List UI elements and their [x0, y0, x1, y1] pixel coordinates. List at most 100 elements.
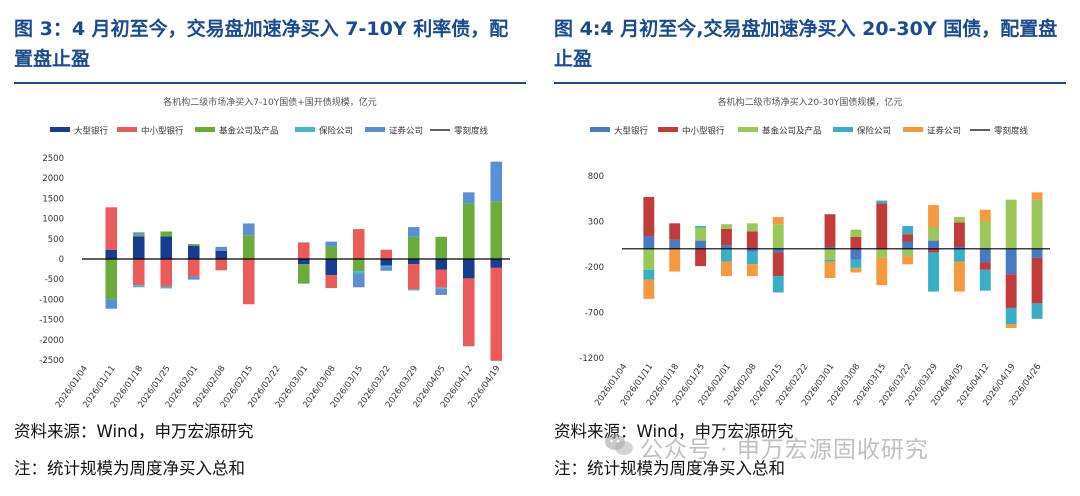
legend-label-基金公司及产品: 基金公司及产品 — [219, 126, 279, 137]
bar-segment — [928, 252, 939, 292]
legend-swatch-证券公司 — [365, 127, 385, 132]
legend-label-零刻度线: 零刻度线 — [454, 126, 489, 137]
bar-segment — [380, 265, 393, 268]
left-figure-title: 图 3：4 月初至今，交易盘加速净买入 7-10Y 利率债，配置盘止盈 — [14, 18, 509, 70]
right-figure-panel: 图 4:4 月初至今,交易盘加速净买入 20-30Y 国债，配置盘止盈 各机构二… — [550, 0, 1078, 496]
y-tick-label: -1500 — [39, 316, 64, 326]
bar-segment — [953, 222, 965, 247]
bar-segment — [746, 251, 758, 265]
bar-segment — [325, 241, 338, 247]
bar-segment — [772, 216, 784, 225]
bar-segment — [105, 207, 118, 250]
bar-segment — [462, 203, 475, 259]
bar-segment — [407, 236, 420, 259]
bar-segment — [352, 259, 365, 272]
bar-segment — [187, 244, 200, 246]
bar-segment — [695, 226, 707, 228]
y-tick-label: 0 — [59, 255, 64, 265]
y-tick-label: 2500 — [42, 154, 64, 164]
bar-segment — [380, 259, 393, 266]
bar-segment — [1031, 199, 1043, 249]
bar-segment — [242, 259, 255, 305]
bar-segment — [435, 269, 448, 288]
bar-segment — [695, 240, 707, 249]
y-tick-label: -2000 — [39, 336, 64, 346]
bar-segment — [979, 209, 991, 222]
bar-segment — [490, 201, 503, 259]
bar-segment — [435, 236, 448, 259]
bar-segment — [850, 248, 862, 260]
bar-segment — [325, 246, 338, 259]
bar-segment — [953, 248, 965, 262]
bar-segment — [1005, 324, 1017, 328]
bar-segment — [902, 234, 914, 242]
bar-segment — [643, 236, 655, 249]
bar-segment — [721, 228, 732, 246]
bar-segment — [1031, 257, 1043, 304]
bar-segment — [325, 259, 338, 276]
bar-segment — [772, 248, 784, 253]
bar-segment — [297, 242, 310, 259]
chart-title: 各机构二级市场净买入7-10Y国债+国开债规模，亿元 — [163, 96, 376, 108]
bar-segment — [850, 267, 862, 273]
bar-segment — [953, 261, 965, 292]
left-title-rule — [14, 82, 526, 84]
bar-segment — [490, 161, 503, 202]
legend-swatch-基金公司及产品 — [195, 127, 215, 132]
legend-swatch-保险公司 — [833, 127, 853, 132]
bar-segment — [132, 236, 145, 259]
y-tick-label: 1500 — [42, 194, 64, 204]
left-source-text: 资料来源：Wind，申万宏源研究 — [14, 422, 254, 441]
bar-segment — [824, 259, 836, 262]
bar-segment — [132, 259, 145, 286]
bar-segment — [902, 241, 914, 249]
bar-segment — [669, 223, 681, 240]
bar-segment — [132, 234, 145, 237]
y-tick-label: 800 — [588, 172, 604, 182]
bar-segment — [979, 269, 991, 291]
bar-segment — [721, 248, 732, 262]
bar-segment — [876, 203, 888, 249]
wechat-icon — [605, 434, 633, 455]
legend-swatch-中小型银行 — [117, 127, 137, 132]
bar-segment — [928, 205, 939, 227]
right-note-text: 注：统计规模为周度净买入总和 — [554, 459, 785, 478]
bar-segment — [1005, 307, 1017, 325]
legend-label-大型银行: 大型银行 — [74, 126, 109, 137]
legend-label-证券公司: 证券公司 — [927, 126, 961, 137]
bar-segment — [187, 259, 200, 277]
bar-segment — [876, 200, 888, 204]
bar-segment — [669, 239, 681, 249]
bar-segment — [105, 259, 118, 300]
bar-segment — [462, 278, 475, 347]
chart-title: 各机构二级市场净买入20-30Y国债规模，亿元 — [718, 96, 903, 108]
bar-segment — [824, 261, 836, 278]
legend-swatch-大型银行 — [50, 127, 70, 132]
bar-segment — [746, 248, 758, 252]
bar-segment — [215, 246, 228, 251]
bar-segment — [850, 229, 862, 237]
bar-segment — [1031, 303, 1043, 319]
bar-segment — [1005, 199, 1017, 249]
right-title-rule — [554, 82, 1066, 84]
y-tick-label: -200 — [585, 263, 604, 273]
bar-segment — [215, 250, 228, 259]
bar-segment — [850, 259, 862, 268]
bar-segment — [772, 252, 784, 277]
y-tick-label: -1200 — [579, 354, 604, 364]
y-tick-label: -1000 — [39, 295, 64, 305]
bar-segment — [902, 248, 914, 257]
bar-segment — [721, 245, 732, 249]
bar-segment — [850, 236, 862, 249]
bar-segment — [490, 267, 503, 361]
bar-segment — [352, 229, 365, 259]
legend-label-证券公司: 证券公司 — [389, 126, 423, 137]
bar-segment — [132, 232, 145, 235]
bar-segment — [1005, 248, 1017, 275]
legend-label-基金公司及产品: 基金公司及产品 — [762, 126, 822, 137]
bar-segment — [132, 285, 145, 288]
bar-segment — [160, 259, 173, 287]
bar-segment — [953, 246, 965, 249]
bar-segment — [187, 245, 200, 259]
bar-segment — [407, 289, 420, 291]
